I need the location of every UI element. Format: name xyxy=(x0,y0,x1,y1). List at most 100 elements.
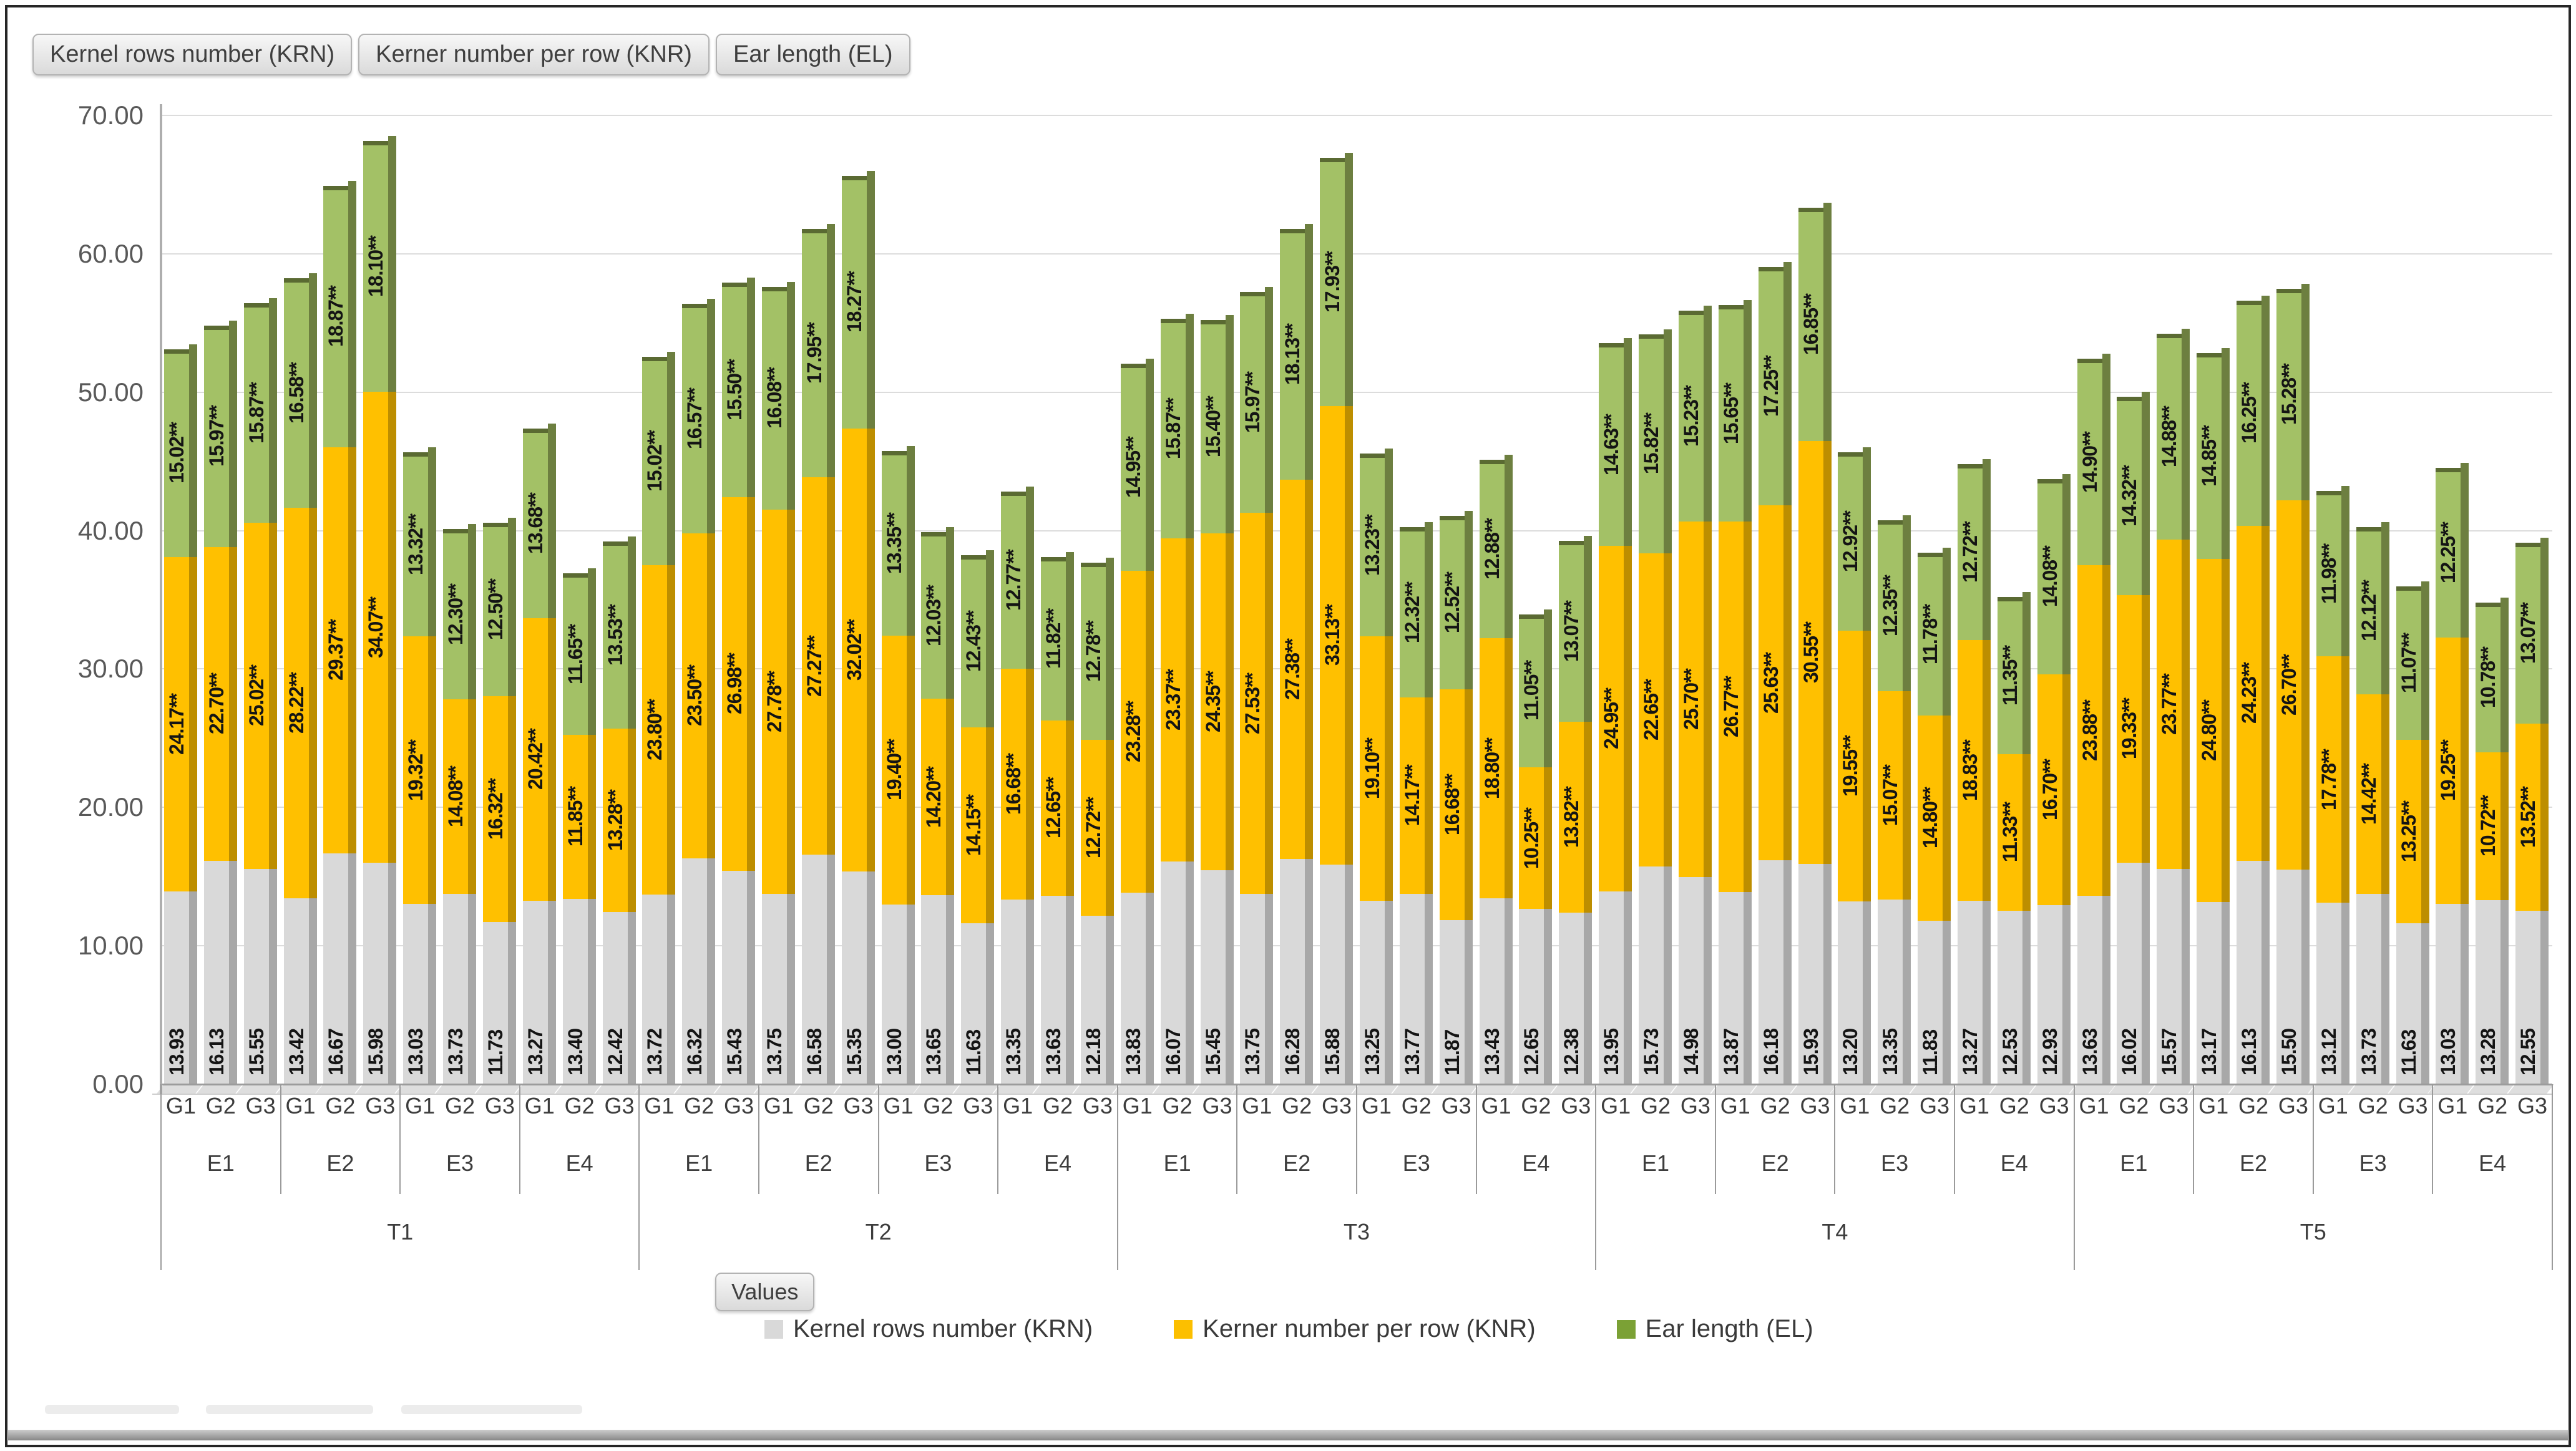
bar-value-label: 15.82** xyxy=(1640,413,1663,475)
bar-side-shadow xyxy=(2182,329,2190,540)
bar-value-label: 13.65 xyxy=(922,1028,945,1075)
bar-segment-el: 13.53** xyxy=(602,541,628,729)
footer-placeholder xyxy=(206,1405,373,1414)
bar-value-label: 13.20 xyxy=(1839,1028,1862,1075)
x-tick-genotype: G3 xyxy=(724,1093,754,1119)
bar-segment-krn: 11.87 xyxy=(1439,920,1465,1084)
x-tick-environment: E4 xyxy=(1522,1150,1550,1176)
bar-value-label: 25.70** xyxy=(1679,668,1702,730)
bar-segment-el: 11.82** xyxy=(1041,556,1066,721)
bar-side-shadow xyxy=(2022,754,2031,911)
bar-segment-krn: 16.58 xyxy=(801,855,827,1084)
bar-segment-krn: 13.95 xyxy=(1599,891,1624,1084)
bar-side-shadow xyxy=(2461,903,2469,1084)
bar-value-label: 14.85** xyxy=(2198,425,2221,487)
bar-value-label: 27.27** xyxy=(803,635,826,697)
x-tick-genotype: G2 xyxy=(1282,1093,1312,1119)
bar-segment-el: 18.10** xyxy=(363,141,389,392)
bar-segment-knr: 14.42** xyxy=(2356,694,2381,895)
bar-side-shadow xyxy=(1066,720,1075,896)
bar-side-shadow xyxy=(1544,609,1553,767)
bar-side-shadow xyxy=(428,447,437,637)
values-axis-button[interactable]: Values xyxy=(715,1273,815,1311)
field-button-el[interactable]: Ear length (EL) xyxy=(715,34,910,75)
bar-foot xyxy=(1551,1084,1598,1094)
bar-side-shadow xyxy=(1903,515,1911,691)
bar-segment-el: 11.07** xyxy=(2396,586,2421,740)
bar-segment-krn: 16.13 xyxy=(203,861,229,1084)
bar-side-shadow xyxy=(308,273,317,508)
bar-side-shadow xyxy=(2341,656,2349,903)
bar-segment-krn: 13.63 xyxy=(1041,895,1066,1084)
bar-segment-knr: 33.13** xyxy=(1320,405,1345,865)
field-button-krn[interactable]: Kernel rows number (KRN) xyxy=(32,34,353,75)
bar-segment-krn: 16.67 xyxy=(323,853,349,1084)
x-tick-genotype: G1 xyxy=(1003,1093,1033,1119)
bar-value-label: 13.28 xyxy=(2477,1028,2500,1075)
bar-segment-krn: 16.07 xyxy=(1160,861,1186,1084)
x-tick-treatment: T1 xyxy=(387,1219,414,1245)
bar-side-shadow xyxy=(2222,348,2230,559)
bar-value-label: 13.73 xyxy=(2357,1028,2380,1075)
bar-segment-knr: 27.38** xyxy=(1280,480,1305,859)
bar-foot xyxy=(2508,1084,2554,1094)
bar-segment-el: 15.02** xyxy=(642,357,668,565)
bar-value-label: 15.07** xyxy=(1879,764,1902,826)
bar-value-label: 16.70** xyxy=(2038,759,2061,820)
bar-side-shadow xyxy=(2142,862,2150,1084)
bar-value-label: 13.72 xyxy=(643,1028,666,1075)
axis-separator xyxy=(758,1084,759,1194)
bar-segment-el: 12.32** xyxy=(1399,527,1425,698)
bar-side-shadow xyxy=(1983,639,1991,901)
bar-value-label: 15.35 xyxy=(842,1028,866,1075)
bar-value-label: 13.35 xyxy=(1002,1028,1025,1075)
bar-side-shadow xyxy=(1105,915,1114,1084)
bar-segment-krn: 15.57 xyxy=(2157,868,2182,1084)
x-tick-genotype: G3 xyxy=(2159,1093,2189,1119)
y-tick-label: 10.00 xyxy=(77,931,144,961)
bar-side-shadow xyxy=(587,734,596,899)
bar-value-label: 27.38** xyxy=(1281,639,1304,701)
x-tick-genotype: G1 xyxy=(1242,1093,1272,1119)
bar-segment-el: 11.35** xyxy=(1997,596,2022,754)
bar-segment-el: 15.50** xyxy=(722,283,748,498)
bar-foot xyxy=(993,1084,1040,1094)
bar-segment-el: 14.85** xyxy=(2197,353,2222,559)
x-tick-environment: E3 xyxy=(446,1150,474,1176)
bar-side-shadow xyxy=(946,699,955,896)
bar-side-shadow xyxy=(1305,480,1314,859)
bar-value-label: 13.00 xyxy=(882,1028,905,1075)
bar-value-label: 15.88 xyxy=(1321,1028,1344,1075)
bar-value-label: 12.72** xyxy=(1081,797,1105,858)
bar-segment-krn: 13.03 xyxy=(2436,903,2461,1084)
bar-segment-el: 13.23** xyxy=(1360,453,1385,637)
bar-foot xyxy=(1312,1084,1359,1094)
bar-side-shadow xyxy=(308,508,317,899)
bar-side-shadow xyxy=(2261,861,2270,1084)
bar-value-label: 27.53** xyxy=(1241,672,1264,734)
x-tick-genotype: G2 xyxy=(1042,1093,1073,1119)
bar-segment-knr: 13.25** xyxy=(2396,740,2421,923)
bar-side-shadow xyxy=(747,497,756,871)
bar-side-shadow xyxy=(2301,870,2310,1084)
x-tick-environment: E2 xyxy=(326,1150,354,1176)
x-tick-treatment: T2 xyxy=(865,1219,892,1245)
bar-side-shadow xyxy=(2062,674,2071,906)
bar-segment-krn: 13.03 xyxy=(403,903,429,1084)
bar-side-shadow xyxy=(1105,739,1114,916)
bar-segment-el: 13.35** xyxy=(881,451,907,636)
x-tick-environment: E4 xyxy=(1043,1150,1071,1176)
bar-side-shadow xyxy=(627,912,636,1084)
bar-segment-knr: 19.25** xyxy=(2436,637,2461,904)
field-button-knr[interactable]: Kerner number per row (KNR) xyxy=(358,34,710,75)
bar-side-shadow xyxy=(986,727,995,923)
bar-foot xyxy=(874,1084,920,1094)
bar-foot xyxy=(2388,1084,2435,1094)
bar-segment-krn: 13.77 xyxy=(1399,893,1425,1084)
bar-segment-el: 11.65** xyxy=(562,573,588,735)
x-tick-genotype: G1 xyxy=(285,1093,316,1119)
bar-foot xyxy=(236,1084,283,1094)
bar-value-label: 12.53 xyxy=(1998,1028,2021,1075)
bar-segment-krn: 13.72 xyxy=(642,894,668,1084)
bar-foot xyxy=(1392,1084,1438,1094)
